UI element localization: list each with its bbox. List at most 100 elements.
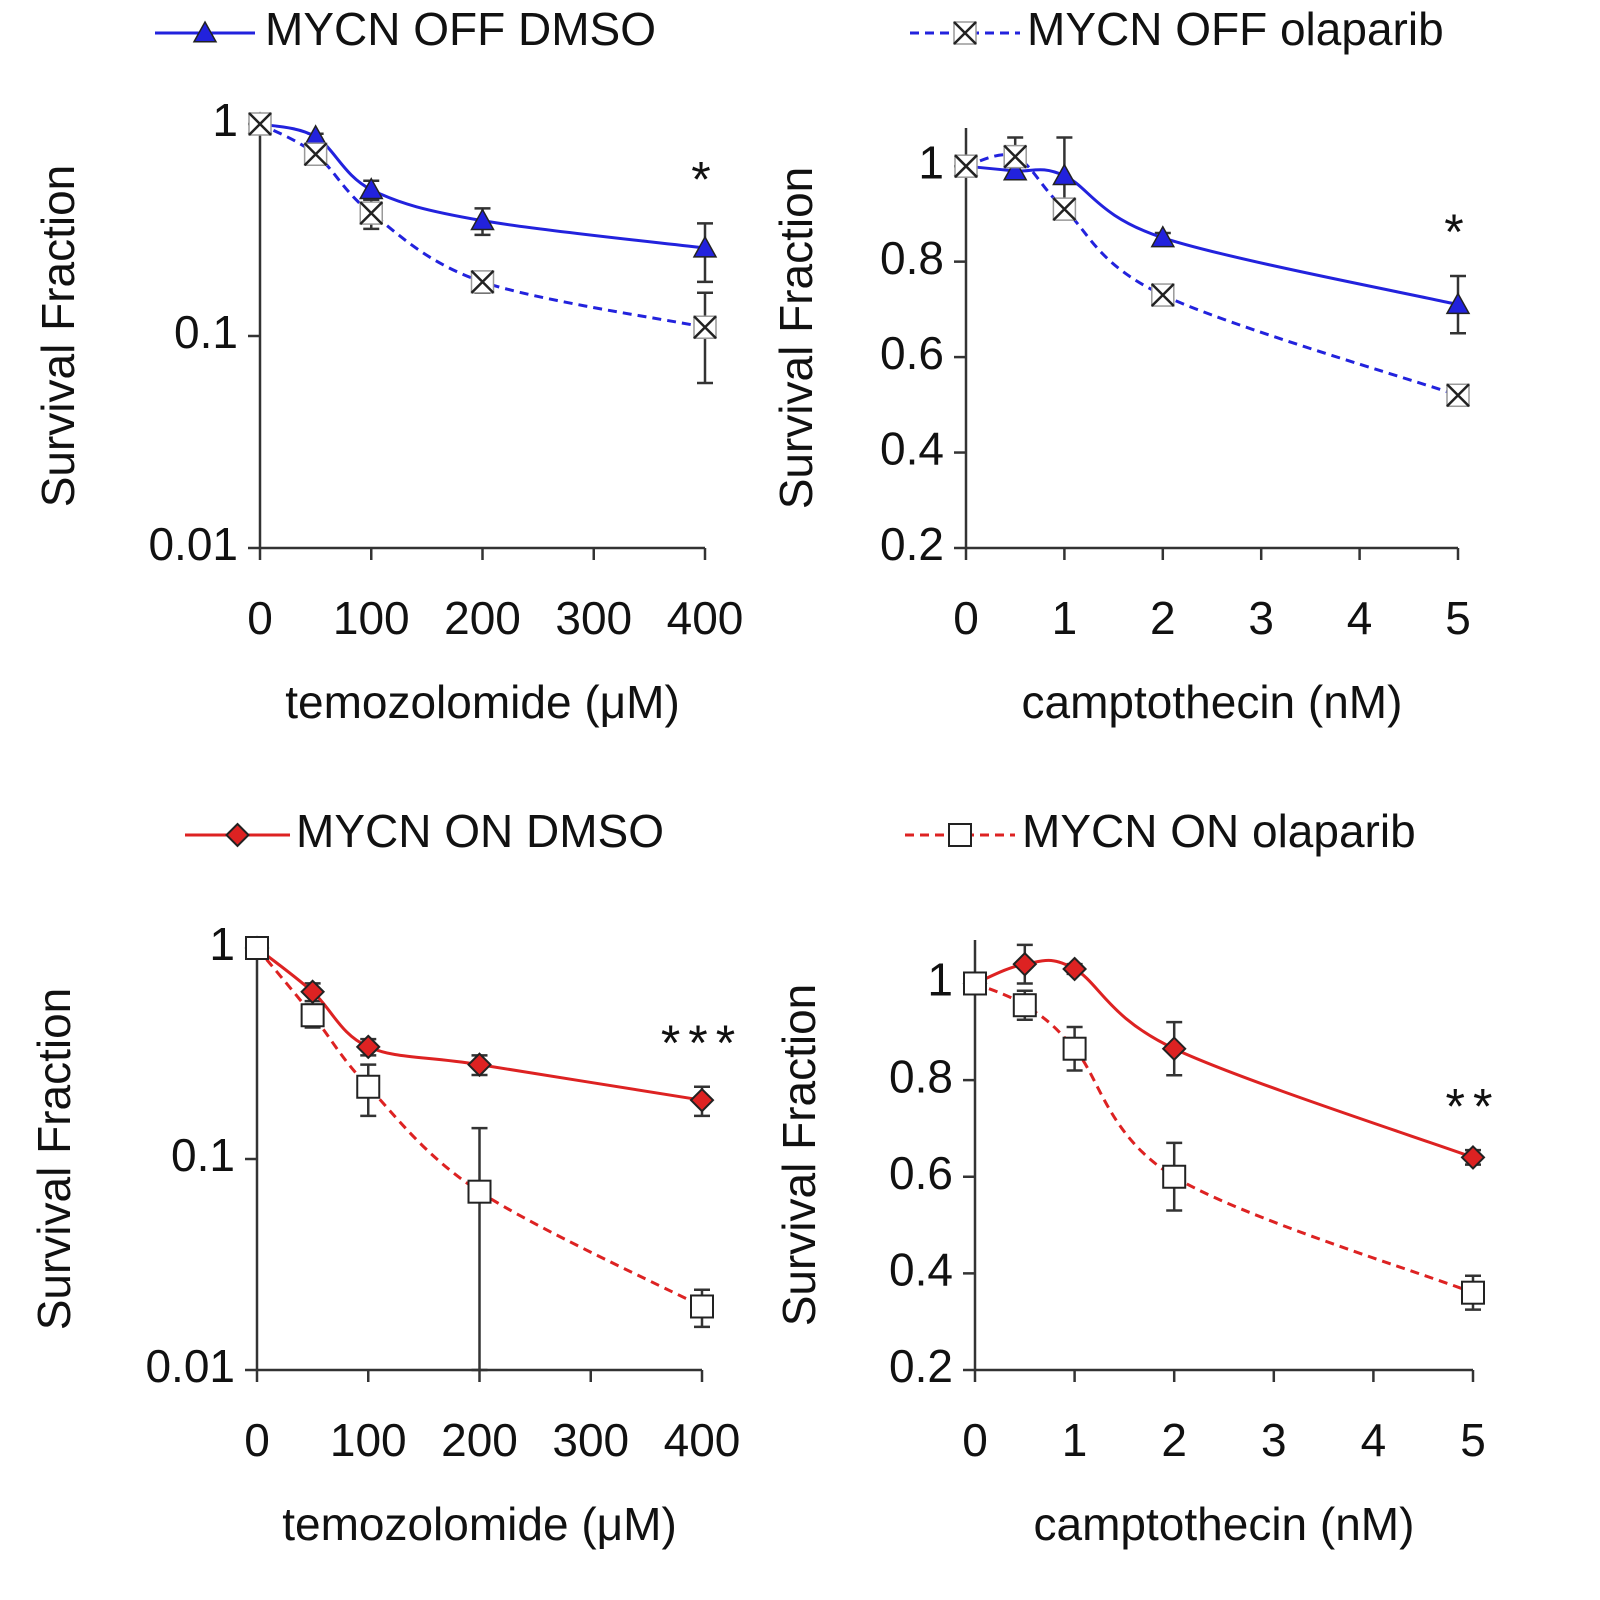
significance: ***	[661, 1015, 743, 1071]
y-axis-label: Survival Fraction	[28, 988, 80, 1331]
legend-label: MYCN OFF olaparib	[1027, 3, 1444, 55]
legend-label: MYCN ON olaparib	[1022, 805, 1416, 857]
y-tick-label: 0.2	[889, 1340, 953, 1392]
marker-cross	[953, 21, 977, 45]
marker	[689, 1087, 715, 1113]
marker	[467, 1179, 492, 1204]
marker	[1460, 1145, 1486, 1170]
y-tick-label: 0.8	[889, 1050, 953, 1102]
y-tick-label: 1	[212, 94, 238, 146]
marker	[1052, 197, 1077, 222]
marker	[948, 823, 972, 847]
legend-label: MYCN OFF DMSO	[265, 3, 656, 55]
y-tick-label: 1	[918, 136, 944, 188]
significance: **	[1446, 1078, 1501, 1134]
marker-cross	[303, 142, 328, 167]
marker	[1150, 225, 1176, 248]
marker	[359, 201, 384, 225]
y-tick-label: 0.2	[880, 518, 944, 570]
series-line	[974, 958, 1474, 1159]
marker	[225, 822, 250, 848]
x-tick-label: 1	[1052, 592, 1078, 644]
y-tick-label: 0.01	[145, 1340, 235, 1392]
x-axis-label: temozolomide (μM)	[285, 676, 680, 728]
x-tick-label: 0	[962, 1414, 988, 1466]
x-tick-label: 100	[330, 1414, 407, 1466]
x-tick-label: 400	[664, 1414, 741, 1466]
marker	[358, 177, 384, 200]
marker	[692, 235, 718, 258]
x-tick-label: 200	[444, 592, 521, 644]
marker	[300, 979, 326, 1005]
y-tick-label: 0.6	[880, 327, 944, 379]
marker	[356, 1074, 381, 1099]
y-axis-label: Survival Fraction	[32, 165, 84, 508]
marker	[355, 1034, 381, 1060]
marker	[1012, 993, 1037, 1018]
marker-cross	[1150, 283, 1175, 307]
y-tick-label: 1	[927, 954, 953, 1006]
x-tick-label: 2	[1150, 592, 1176, 644]
significance: *	[1444, 204, 1471, 260]
x-axis-label: temozolomide (μM)	[282, 1498, 677, 1550]
x-tick-label: 0	[244, 1414, 270, 1466]
x-tick-label: 1	[1062, 1414, 1088, 1466]
x-tick-label: 4	[1347, 592, 1373, 644]
marker	[1002, 158, 1028, 181]
marker	[248, 112, 272, 136]
x-tick-label: 200	[441, 1414, 518, 1466]
marker	[1150, 283, 1175, 307]
marker	[1445, 292, 1471, 315]
x-tick-label: 5	[1460, 1414, 1486, 1466]
x-tick-label: 300	[552, 1414, 629, 1466]
y-tick-label: 0.1	[174, 306, 238, 358]
marker	[693, 315, 717, 340]
x-axis-label: camptothecin (nM)	[1022, 676, 1403, 728]
marker	[192, 20, 218, 43]
marker	[467, 1052, 492, 1078]
marker	[1062, 956, 1088, 982]
marker	[303, 142, 328, 167]
marker	[1062, 1036, 1087, 1061]
y-tick-label: 0.4	[880, 423, 944, 475]
legend-label: MYCN ON DMSO	[296, 805, 664, 857]
x-tick-label: 5	[1445, 592, 1471, 644]
marker	[1161, 1036, 1187, 1062]
marker-cross	[1446, 383, 1470, 408]
y-tick-label: 0.6	[889, 1147, 953, 1199]
marker	[963, 971, 987, 996]
marker	[690, 1294, 714, 1319]
marker	[953, 21, 977, 45]
marker	[300, 1003, 325, 1028]
series-line	[965, 153, 1459, 397]
x-tick-label: 3	[1261, 1414, 1287, 1466]
marker	[1446, 383, 1470, 408]
series-line	[965, 164, 1459, 307]
y-tick-label: 1	[209, 918, 235, 970]
marker	[1052, 163, 1077, 186]
marker	[470, 269, 495, 294]
x-tick-label: 3	[1248, 592, 1274, 644]
marker-cross	[248, 112, 272, 136]
marker	[245, 936, 269, 960]
marker	[1461, 1280, 1485, 1305]
y-axis-label: Survival Fraction	[773, 984, 825, 1327]
y-tick-label: 0.1	[171, 1129, 235, 1181]
y-tick-label: 0.01	[148, 518, 238, 570]
marker-cross	[954, 154, 978, 179]
marker	[1003, 144, 1028, 169]
marker	[954, 154, 978, 179]
series-line	[974, 982, 1474, 1295]
y-axis-label: Survival Fraction	[770, 167, 822, 510]
x-tick-label: 100	[333, 592, 410, 644]
x-tick-label: 0	[247, 592, 273, 644]
marker-cross	[693, 315, 717, 340]
x-tick-label: 2	[1161, 1414, 1187, 1466]
error-bar	[471, 1126, 488, 1372]
x-tick-label: 0	[953, 592, 979, 644]
x-tick-label: 300	[555, 592, 632, 644]
marker-cross	[1052, 197, 1077, 222]
x-axis-label: camptothecin (nM)	[1034, 1498, 1415, 1550]
marker	[470, 208, 495, 231]
